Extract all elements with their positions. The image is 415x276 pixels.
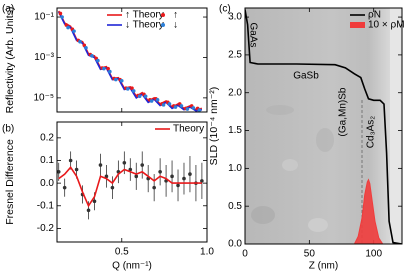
legend-label: ↓ Theory xyxy=(125,20,164,31)
y-axis-label: Reflectivity (Arb. Units) xyxy=(4,7,16,114)
legend-label: Theory xyxy=(173,124,204,135)
y-tick-label: 10⁻¹ xyxy=(34,12,54,23)
legend-marker xyxy=(161,13,165,17)
x-axis-label: Q (nm⁻¹) xyxy=(112,261,152,272)
data-point xyxy=(98,163,103,167)
plot-frame xyxy=(56,121,208,243)
data-point xyxy=(179,104,184,108)
data-point xyxy=(149,99,154,103)
data-point xyxy=(74,167,79,172)
y-axis-label: Fresnel Difference xyxy=(4,139,16,225)
data-point xyxy=(86,208,91,213)
area xyxy=(353,178,384,244)
x-tick-label: 1.0 xyxy=(200,247,214,258)
y-tick-label: 0.2 xyxy=(40,132,54,143)
y-tick-label: 2.5 xyxy=(228,50,242,61)
plot-frame xyxy=(244,7,403,245)
data-point xyxy=(185,107,190,111)
x-axis-label: Z (nm) xyxy=(309,261,338,272)
layer-label: (Ga,Mn)Sb xyxy=(338,87,349,136)
data-point xyxy=(104,174,109,179)
data-point xyxy=(170,174,174,179)
data-point xyxy=(119,78,124,83)
panel-label: (b) xyxy=(2,124,14,135)
data-point xyxy=(143,94,148,99)
data-point xyxy=(152,185,156,190)
data-point xyxy=(167,102,172,106)
data-point xyxy=(60,15,64,19)
y-tick-label: 0.0 xyxy=(40,178,54,189)
data-point xyxy=(191,106,196,110)
data-point xyxy=(155,98,160,102)
y-tick-label: 1.0 xyxy=(228,163,242,174)
data-point xyxy=(108,69,112,74)
x-tick-label: 0.5 xyxy=(115,247,129,258)
layer-label: GaSb xyxy=(293,71,319,82)
legend-label: ↑ xyxy=(173,10,178,21)
panel-label: (a) xyxy=(2,4,14,15)
data-point xyxy=(68,158,73,163)
data-point xyxy=(92,199,97,204)
data-point xyxy=(131,89,136,93)
line xyxy=(245,9,402,244)
y-tick-label: 1.5 xyxy=(228,125,242,136)
data-point xyxy=(58,11,63,16)
data-point xyxy=(106,66,110,71)
legend-label: ↓ xyxy=(173,20,178,31)
y-tick-label: -0.2 xyxy=(37,223,55,234)
data-point xyxy=(110,185,115,190)
legend-swatch xyxy=(350,22,365,28)
data-point xyxy=(64,23,69,27)
x-tick-label: 50 xyxy=(304,249,316,260)
panel-label: (c) xyxy=(219,4,231,15)
data-point xyxy=(62,185,67,190)
data-point xyxy=(200,179,204,183)
data-point xyxy=(125,87,130,91)
data-point xyxy=(128,167,133,172)
y-tick-label: -0.1 xyxy=(37,200,55,211)
y-tick-label: 10⁻⁵ xyxy=(33,93,54,104)
y-tick-label: 2.0 xyxy=(228,87,242,98)
y-tick-label: 3.0 xyxy=(228,12,242,23)
data-point xyxy=(188,172,192,176)
legend-label: ρN xyxy=(368,10,381,21)
data-point xyxy=(84,46,88,50)
data-point xyxy=(102,66,106,71)
data-point xyxy=(176,183,180,188)
tem-image xyxy=(245,8,402,244)
data-point xyxy=(78,39,82,44)
y-axis-label: SLD (10⁻⁴ nm⁻²) xyxy=(208,87,220,166)
data-point xyxy=(134,174,139,179)
plot-frame xyxy=(56,7,208,113)
legend-marker xyxy=(161,23,165,27)
data-point xyxy=(140,163,145,167)
layer-label: Cd₃As₂ xyxy=(366,116,377,149)
x-tick-label: 100 xyxy=(365,249,382,260)
data-point xyxy=(90,54,94,58)
data-point xyxy=(122,160,127,165)
legend-label: 10 × ρM xyxy=(368,20,405,31)
data-point xyxy=(182,176,186,181)
data-point xyxy=(72,29,76,33)
data-point xyxy=(96,58,100,63)
y-tick-label: 0.1 xyxy=(40,155,54,166)
data-point xyxy=(161,103,166,107)
data-point xyxy=(114,77,118,82)
data-point xyxy=(82,43,87,48)
x-tick-label: 0 xyxy=(242,249,248,260)
data-point xyxy=(130,86,134,91)
data-point xyxy=(66,25,70,30)
data-point xyxy=(137,94,142,99)
data-point xyxy=(56,170,61,174)
legend-label: ↑ Theory xyxy=(125,10,164,21)
data-point xyxy=(173,105,178,109)
y-tick-label: 0.5 xyxy=(228,201,242,212)
layer-label: GaAs xyxy=(247,22,258,47)
y-tick-label: 0.0 xyxy=(228,239,242,250)
data-point xyxy=(197,108,202,112)
data-point xyxy=(158,170,162,174)
line xyxy=(58,165,202,208)
y-tick-label: 10⁻³ xyxy=(34,52,54,63)
